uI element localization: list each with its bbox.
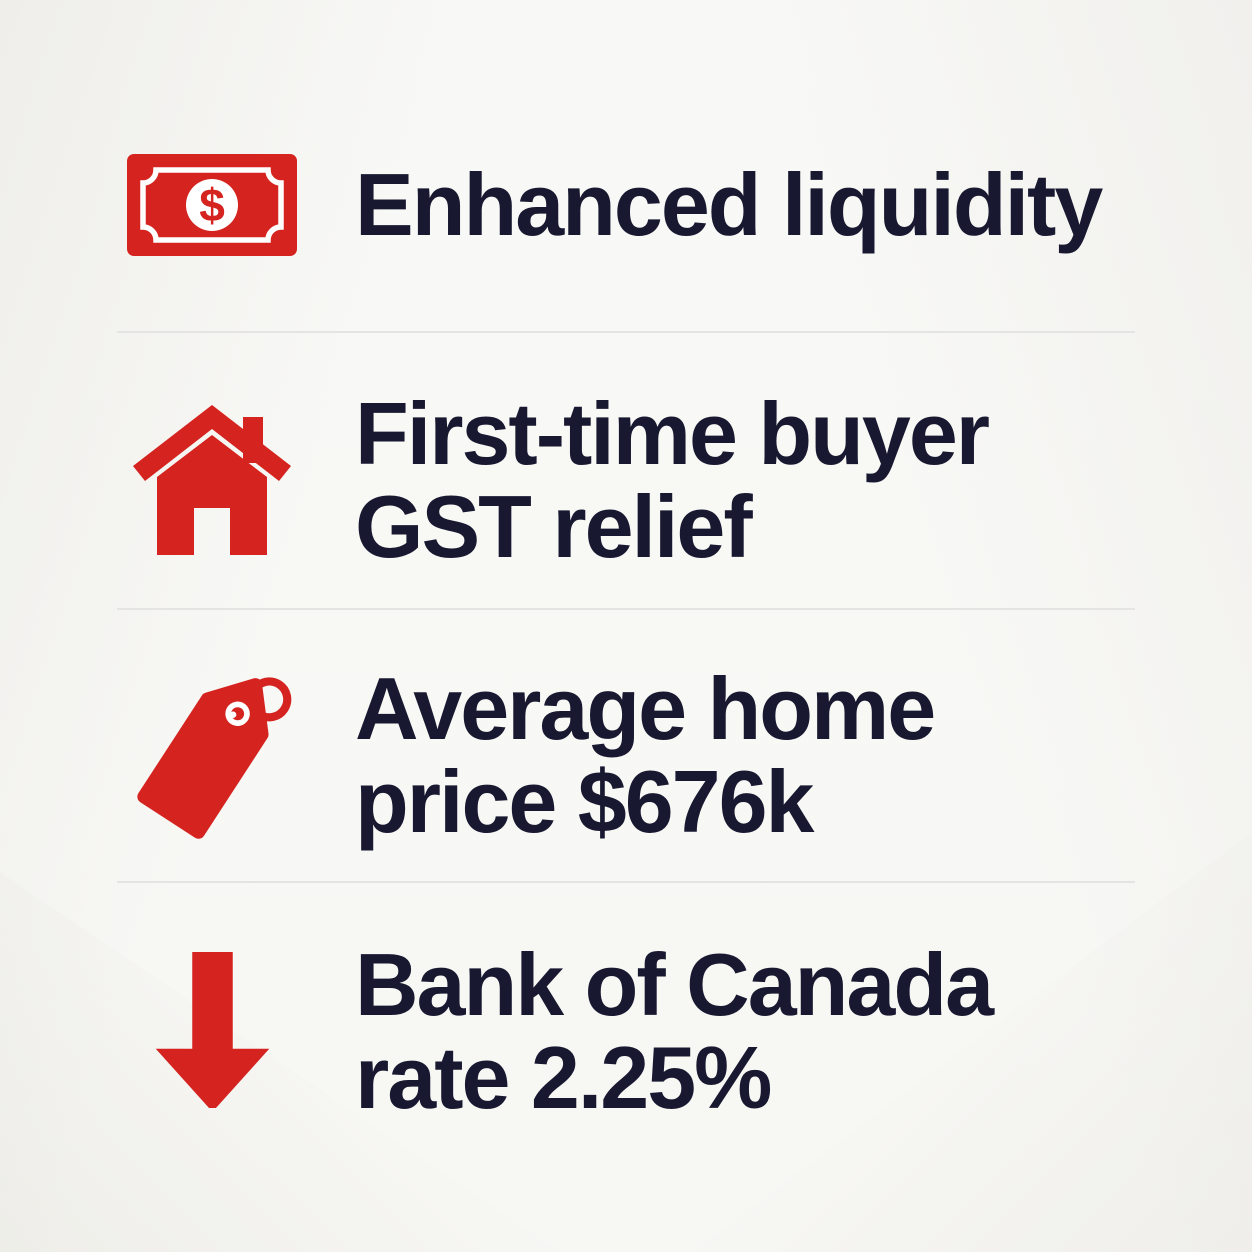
price-tag-icon-svg <box>136 677 291 839</box>
headline-line: price $676k <box>355 752 815 851</box>
dollar-bill-icon-svg: $ <box>127 154 297 256</box>
list-item-home-price: Average home price $676k <box>117 657 1135 853</box>
headline-gst-relief: First-time buyer GST relief <box>355 383 990 576</box>
down-arrow-icon <box>117 952 307 1110</box>
house-icon <box>117 405 307 555</box>
list-item-boc-rate: Bank of Canada rate 2.25% <box>117 932 1135 1130</box>
headline-line: Enhanced liquidity <box>355 155 1103 255</box>
headline-line: Bank of Canada <box>355 934 994 1034</box>
dollar-sign-glyph: $ <box>199 179 225 231</box>
house-icon-svg <box>133 405 291 555</box>
list-item-gst-relief: First-time buyer GST relief <box>117 382 1135 578</box>
price-tag-icon <box>117 665 307 845</box>
dollar-bill-icon: $ <box>117 154 307 256</box>
down-arrow-icon-svg <box>155 952 269 1109</box>
list-item-liquidity: $ Enhanced liquidity <box>117 105 1135 305</box>
headline-line: First-time buyer <box>355 383 990 483</box>
headline-line: Average home <box>355 658 936 758</box>
headline-line: GST relief <box>355 477 753 576</box>
row-divider <box>117 331 1135 333</box>
headline-home-price: Average home price $676k <box>355 658 936 851</box>
headline-line: rate 2.25% <box>355 1028 772 1127</box>
headline-liquidity: Enhanced liquidity <box>355 155 1103 255</box>
row-divider <box>117 881 1135 883</box>
row-divider <box>117 608 1135 610</box>
headline-boc-rate: Bank of Canada rate 2.25% <box>355 934 994 1127</box>
